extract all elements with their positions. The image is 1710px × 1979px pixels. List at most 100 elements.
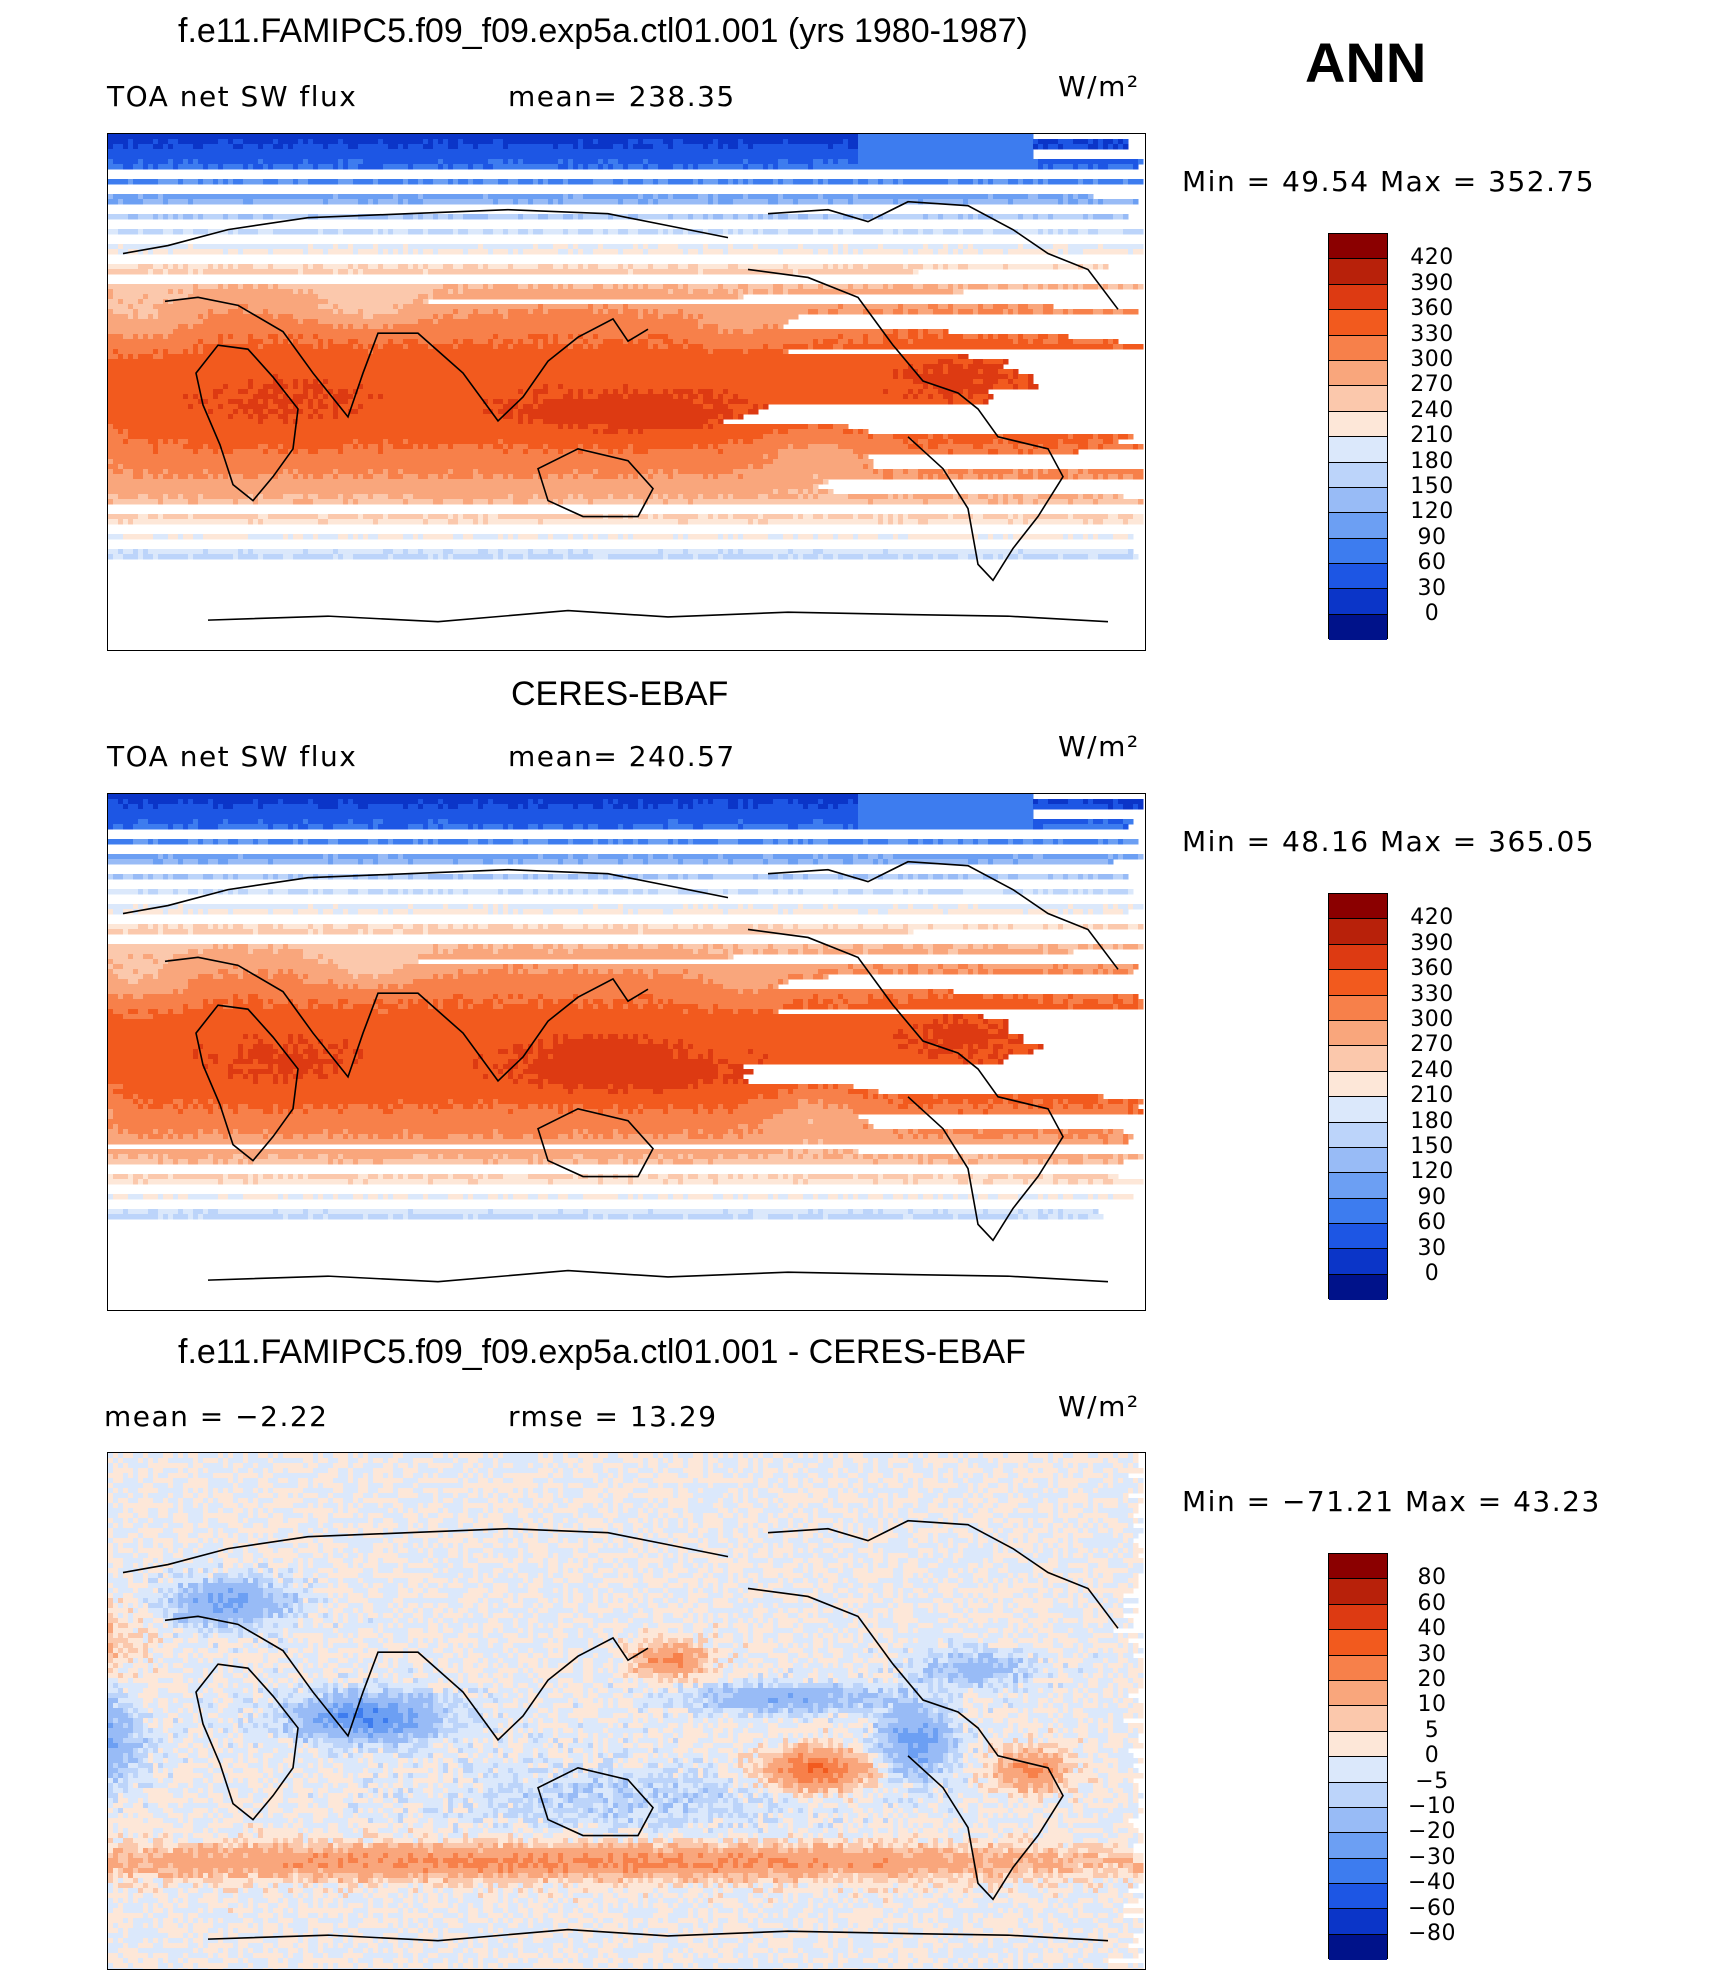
panel-1-mean-label: mean= 238.35 xyxy=(508,80,736,113)
coastline xyxy=(123,870,728,914)
coastline xyxy=(208,611,1108,622)
colorbar-tick-label: −80 xyxy=(1408,1921,1456,1946)
panel-3-colorbar xyxy=(1328,1553,1388,1961)
colorbar-tick-label: 390 xyxy=(1410,270,1454,296)
coastline xyxy=(165,957,648,1081)
coastline xyxy=(123,1529,728,1573)
colorbar-cell xyxy=(1329,1884,1387,1910)
colorbar-cell xyxy=(1329,1757,1387,1783)
colorbar-cell xyxy=(1329,1249,1387,1275)
colorbar-tick-label: 330 xyxy=(1410,981,1454,1007)
coastline xyxy=(123,210,728,254)
colorbar-cell xyxy=(1329,1274,1387,1301)
colorbar-tick-label: 420 xyxy=(1410,245,1454,271)
colorbar-cell xyxy=(1329,386,1387,412)
coastline xyxy=(768,202,1118,310)
coastline xyxy=(165,297,648,421)
panel-2-map-svg xyxy=(108,794,1144,1311)
panel-1-colorbar xyxy=(1328,233,1388,641)
colorbar-cell xyxy=(1329,1224,1387,1250)
colorbar-cell xyxy=(1329,1909,1387,1935)
colorbar-tick-label: 120 xyxy=(1410,1159,1454,1185)
coastline xyxy=(196,345,298,500)
colorbar-cell xyxy=(1329,1147,1387,1174)
colorbar-tick-label: 240 xyxy=(1410,1057,1454,1083)
coastline xyxy=(748,269,1063,580)
colorbar-cell xyxy=(1329,234,1387,260)
colorbar-tick-label: −60 xyxy=(1408,1895,1456,1921)
coastline xyxy=(196,1664,298,1819)
panel-1-map-svg xyxy=(108,134,1144,651)
panel-1-units: W/m² xyxy=(1058,70,1140,103)
colorbar-cell xyxy=(1329,1680,1387,1707)
colorbar-cell xyxy=(1329,564,1387,590)
panel-3-units: W/m² xyxy=(1058,1390,1140,1423)
colorbar-cell xyxy=(1329,1122,1387,1148)
colorbar-tick-label: 420 xyxy=(1410,905,1454,931)
colorbar-cell xyxy=(1329,1833,1387,1859)
colorbar-cell xyxy=(1329,335,1387,361)
panel-3-map-svg xyxy=(108,1453,1144,1969)
colorbar-tick-label: 20 xyxy=(1417,1667,1447,1692)
colorbar-tick-label: −30 xyxy=(1408,1844,1456,1870)
colorbar-cell xyxy=(1329,614,1387,641)
colorbar-tick-label: 0 xyxy=(1424,601,1440,626)
colorbar-cell xyxy=(1329,1655,1387,1681)
colorbar-tick-label: 80 xyxy=(1417,1565,1447,1591)
colorbar-tick-label: −5 xyxy=(1415,1768,1449,1794)
colorbar-cell xyxy=(1329,1071,1387,1098)
colorbar-cell xyxy=(1329,995,1387,1021)
colorbar-cell xyxy=(1329,462,1387,488)
colorbar-tick-label: 150 xyxy=(1410,474,1454,499)
colorbar-tick-label: 210 xyxy=(1410,423,1454,449)
colorbar-tick-label: 150 xyxy=(1410,1134,1454,1159)
colorbar-cell xyxy=(1329,1579,1387,1605)
panel-1-min-max: Min = 49.54 Max = 352.75 xyxy=(1182,165,1596,198)
colorbar-tick-label: 210 xyxy=(1410,1083,1454,1109)
colorbar-cell xyxy=(1329,1046,1387,1072)
colorbar-cell xyxy=(1329,437,1387,463)
colorbar-cell xyxy=(1329,538,1387,565)
colorbar-cell xyxy=(1329,919,1387,945)
colorbar-tick-label: −10 xyxy=(1408,1794,1456,1819)
coastline xyxy=(748,1588,1063,1899)
coastline xyxy=(208,1271,1108,1282)
panel-3-title: f.e11.FAMIPC5.f09_f09.exp5a.ctl01.001 - … xyxy=(178,1333,1026,1371)
colorbar-tick-label: 60 xyxy=(1417,550,1447,576)
colorbar-tick-label: 40 xyxy=(1417,1616,1447,1642)
panel-1-variable-label: TOA net SW flux xyxy=(107,80,358,113)
colorbar-cell xyxy=(1329,1630,1387,1656)
colorbar-cell xyxy=(1329,310,1387,336)
colorbar-tick-label: 30 xyxy=(1417,1235,1447,1261)
colorbar-cell xyxy=(1329,1020,1387,1047)
colorbar-cell xyxy=(1329,1858,1387,1885)
panel-2-title: CERES-EBAF xyxy=(511,675,729,713)
colorbar-tick-label: 120 xyxy=(1410,499,1454,525)
colorbar-tick-label: 360 xyxy=(1410,296,1454,322)
colorbar-tick-label: 60 xyxy=(1417,1210,1447,1236)
colorbar-tick-label: 240 xyxy=(1410,397,1454,423)
colorbar-tick-label: 180 xyxy=(1410,448,1454,474)
colorbar-cell xyxy=(1329,360,1387,387)
panel-2-map xyxy=(107,793,1146,1311)
panel-3-rmse-label: rmse = 13.29 xyxy=(508,1400,718,1433)
colorbar-tick-label: 270 xyxy=(1410,1032,1454,1058)
colorbar-cell xyxy=(1329,513,1387,539)
colorbar-tick-label: 30 xyxy=(1417,1641,1447,1667)
colorbar-cell xyxy=(1329,589,1387,615)
colorbar-tick-label: 0 xyxy=(1424,1743,1440,1769)
colorbar-cell xyxy=(1329,1097,1387,1123)
colorbar-cell xyxy=(1329,1934,1387,1961)
coastline xyxy=(196,1005,298,1160)
panel-2-colorbar xyxy=(1328,893,1388,1301)
coastline xyxy=(768,1521,1118,1629)
colorbar-tick-label: 90 xyxy=(1417,524,1447,550)
colorbar-cell xyxy=(1329,1731,1387,1758)
colorbar-cell xyxy=(1329,1604,1387,1631)
colorbar-cell xyxy=(1329,259,1387,285)
panel-1-map xyxy=(107,133,1146,651)
coastline xyxy=(208,1930,1108,1941)
colorbar-tick-label: 90 xyxy=(1417,1184,1447,1210)
panel-2-min-max: Min = 48.16 Max = 365.05 xyxy=(1182,825,1596,858)
panel-2-units: W/m² xyxy=(1058,730,1140,763)
